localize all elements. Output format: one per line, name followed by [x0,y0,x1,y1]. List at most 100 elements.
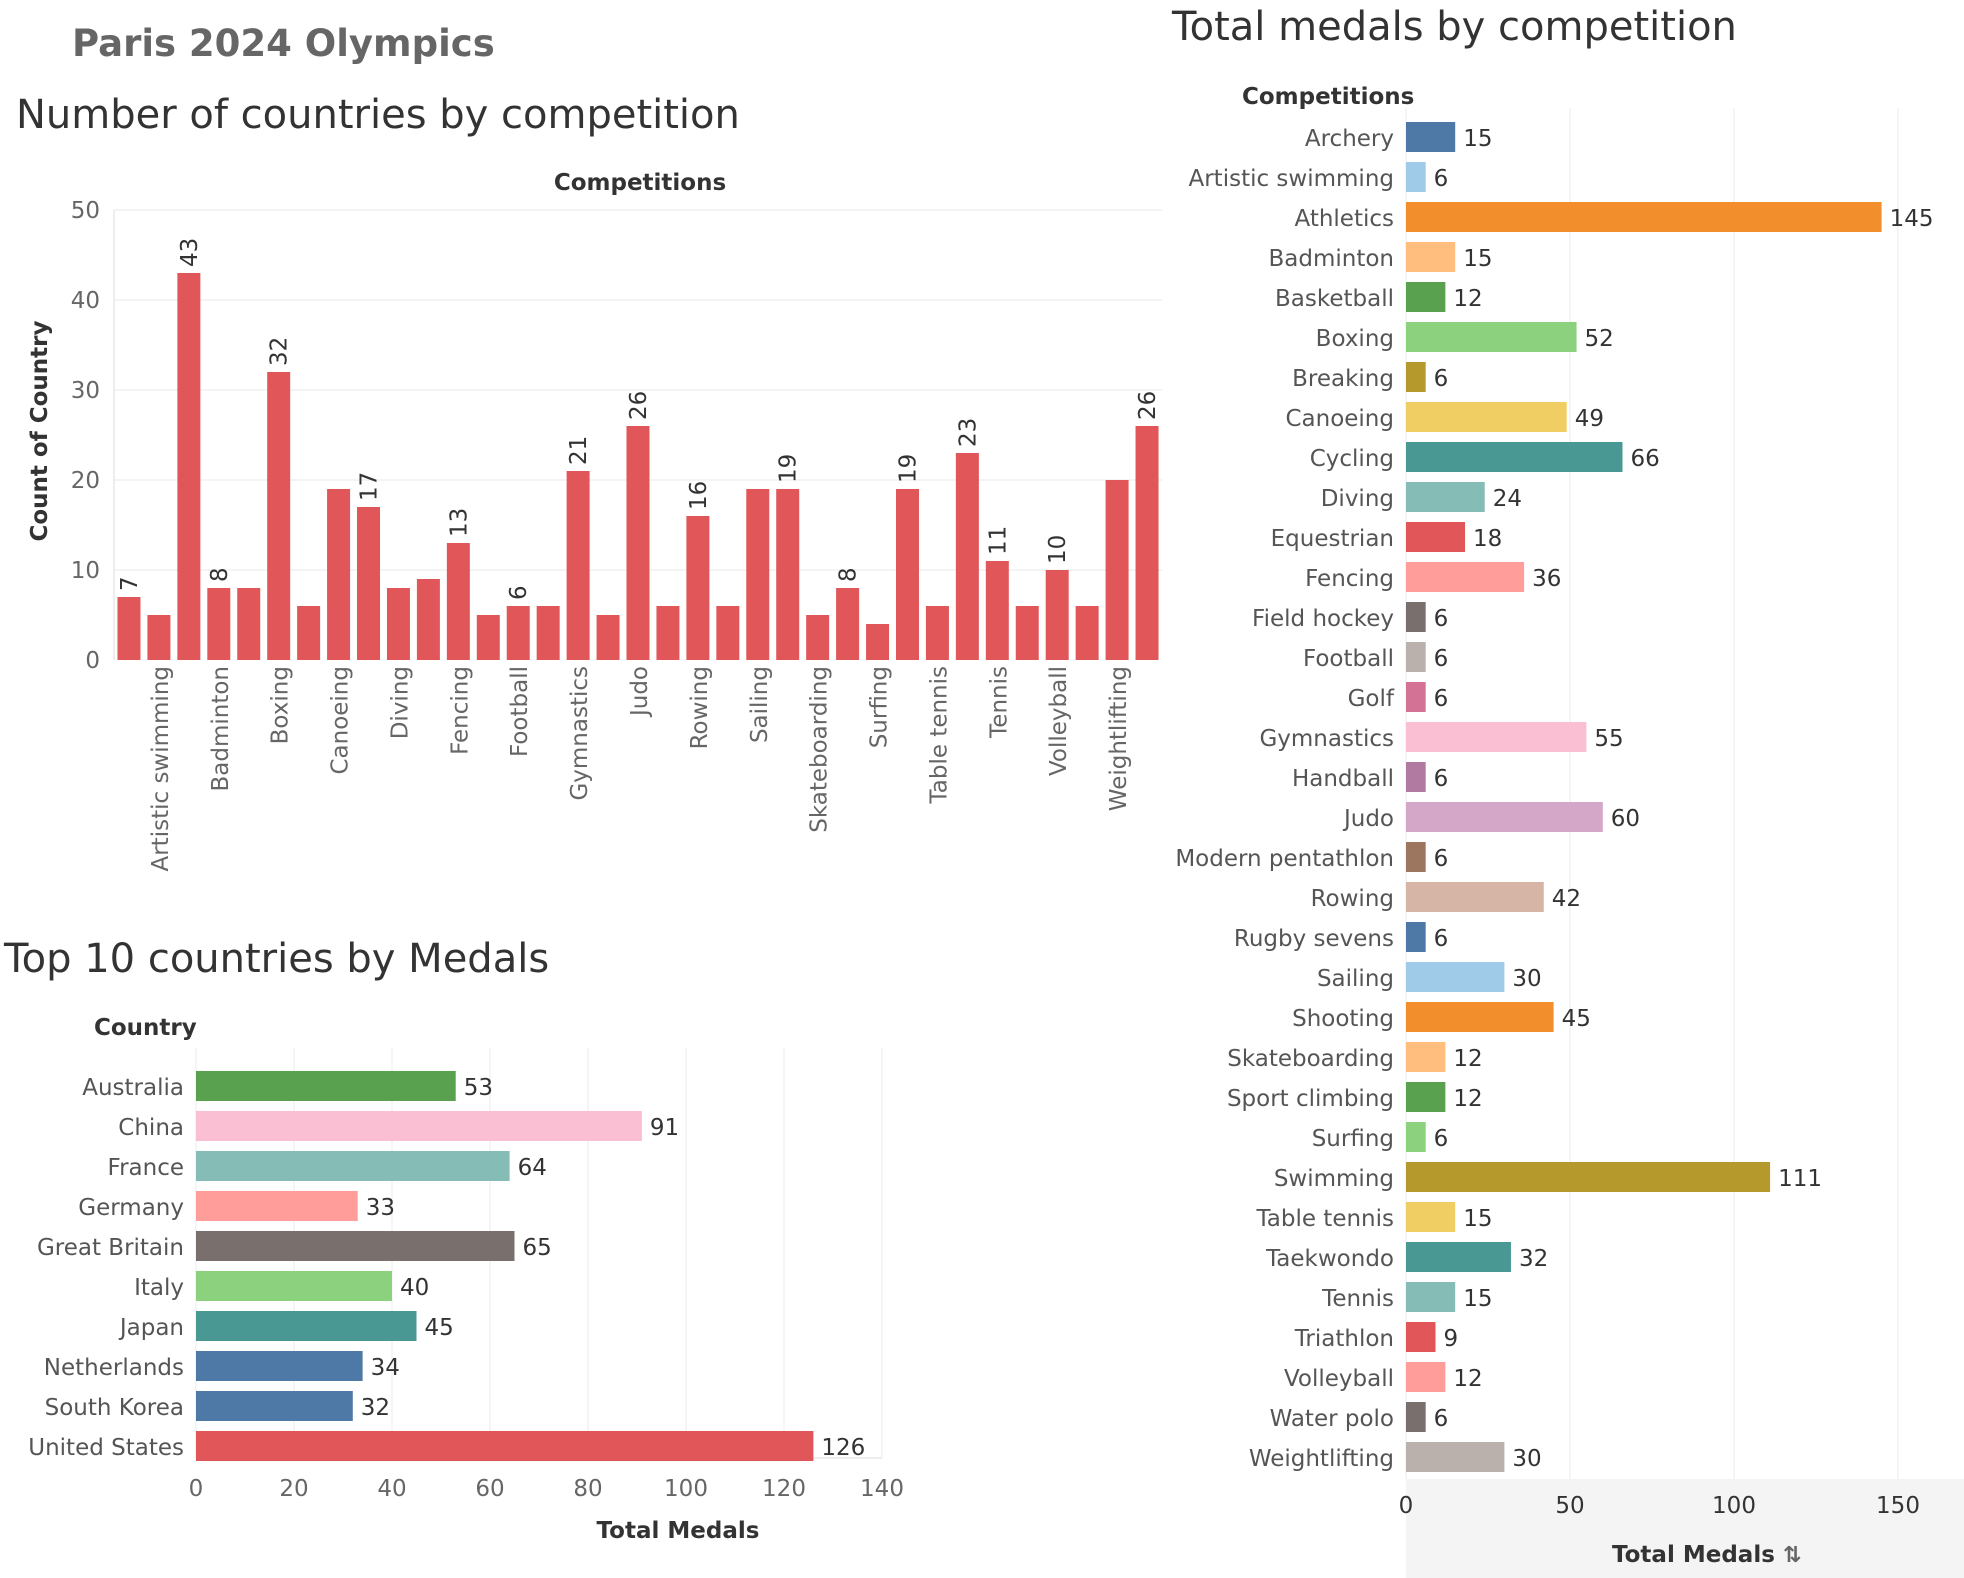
total-data-label: 6 [1434,366,1449,392]
total-category-label: Boxing [1316,326,1394,352]
countries-data-label: 13 [446,508,472,537]
countries-data-label: 26 [1135,391,1161,420]
total-row-header: Competitions [1242,84,1415,110]
countries-y-tick-label: 50 [71,198,100,224]
top10-bar [196,1191,358,1221]
total-category-label: Skateboarding [1227,1046,1394,1072]
total-category-label: Triathlon [1294,1326,1394,1352]
top10-bar [196,1271,392,1301]
total-data-label: 6 [1434,766,1449,792]
total-category-label: Sport climbing [1227,1086,1394,1112]
total-data-label: 15 [1463,246,1492,272]
total-bar [1406,1242,1511,1272]
countries-x-tick-label: Canoeing [328,666,354,775]
total-bar [1406,1042,1446,1072]
countries-data-label: 7 [117,576,143,591]
total-category-label: Breaking [1292,366,1394,392]
total-category-label: Tennis [1321,1286,1394,1312]
countries-bar [985,561,1009,660]
countries-bar [237,588,261,660]
top10-data-label: 91 [650,1115,679,1141]
total-data-label: 6 [1434,606,1449,632]
top10-bar [196,1071,456,1101]
countries-x-tick-label: Weightlifting [1106,666,1132,811]
top10-data-label: 126 [821,1435,865,1461]
top10-data-label: 45 [425,1315,454,1341]
total-category-label: Weightlifting [1249,1446,1394,1472]
top10-category-label: South Korea [45,1395,184,1421]
total-data-label: 52 [1585,326,1614,352]
countries-data-label: 26 [626,391,652,420]
countries-x-tick-label: Artistic swimming [148,666,174,872]
sort-descending-icon[interactable]: ⇅ [1782,1543,1802,1568]
countries-bar [297,606,321,660]
top10-x-tick-label: 20 [279,1476,308,1500]
total-bar-chart: 0 50 100 150 15 Archery 6 Artistic swimming 145 A… [1175,108,1964,1578]
total-data-label: 49 [1575,406,1604,432]
countries-bar [686,516,710,660]
countries-chart-title: Number of countries by competition [16,92,740,138]
top10-data-label: 53 [464,1075,493,1101]
total-bar [1406,1362,1446,1392]
total-data-label: 60 [1611,806,1640,832]
countries-bar [895,489,919,660]
countries-x-tick-label: Judo [627,666,653,718]
total-category-label: Artistic swimming [1188,166,1394,192]
total-data-label: 6 [1434,646,1449,672]
top10-x-tick-label: 40 [377,1476,406,1500]
total-data-label: 6 [1434,1406,1449,1432]
countries-x-tick-label: Badminton [208,666,234,792]
top10-row-header: Country [94,1015,197,1041]
total-category-label: Football [1303,646,1394,672]
total-category-label: Water polo [1270,1406,1394,1432]
top10-data-label: 32 [361,1395,390,1421]
top10-data-label: 34 [371,1355,400,1381]
countries-bar [955,453,979,660]
countries-data-label: 16 [686,481,712,510]
top10-category-label: United States [28,1435,184,1461]
total-category-label: Shooting [1292,1006,1394,1032]
countries-data-label: 23 [955,418,981,447]
total-category-label: Modern pentathlon [1175,846,1394,872]
total-category-label: Fencing [1305,566,1394,592]
total-bar [1406,442,1623,472]
total-category-label: Archery [1305,126,1394,152]
top10-x-tick-label: 100 [664,1476,708,1500]
total-bar [1406,1442,1505,1472]
total-bar [1406,522,1466,552]
countries-bar [117,597,141,660]
total-data-label: 12 [1453,1046,1482,1072]
total-chart-title: Total medals by competition [1172,4,1737,50]
total-category-label: Badminton [1268,246,1394,272]
countries-x-tick-label: Gymnastics [567,666,593,801]
top10-bar [196,1231,515,1261]
top10-data-label: 65 [523,1235,552,1261]
countries-bar [446,543,470,660]
countries-x-tick-label: Skateboarding [807,666,833,833]
countries-bar-chart: 0 10 20 30 40 50 7 Artistic swimming 43 8 Badminto… [71,198,1162,872]
total-bar [1406,1122,1426,1152]
top10-category-label: Italy [134,1275,184,1301]
countries-bar [1105,480,1129,660]
top10-data-label: 40 [400,1275,429,1301]
total-x-axis-title: Total Medals ⇅ [1612,1542,1801,1568]
top10-x-tick-label: 120 [762,1476,806,1500]
countries-x-tick-label: Surfing [867,666,893,748]
countries-x-tick-label: Diving [387,666,413,739]
total-bar [1406,1202,1456,1232]
total-data-label: 18 [1473,526,1502,552]
countries-bar [1135,426,1159,660]
countries-data-label: 6 [506,585,532,600]
total-bar [1406,1402,1426,1432]
top10-bar [196,1351,363,1381]
total-data-label: 45 [1562,1006,1591,1032]
total-category-label: Judo [1342,806,1394,832]
top10-category-label: Japan [118,1315,184,1341]
total-data-label: 6 [1434,686,1449,712]
total-bar [1406,842,1426,872]
total-data-label: 12 [1453,286,1482,312]
countries-bar [626,426,650,660]
total-category-label: Swimming [1274,1166,1394,1192]
top10-data-label: 64 [518,1155,547,1181]
total-data-label: 15 [1463,126,1492,152]
